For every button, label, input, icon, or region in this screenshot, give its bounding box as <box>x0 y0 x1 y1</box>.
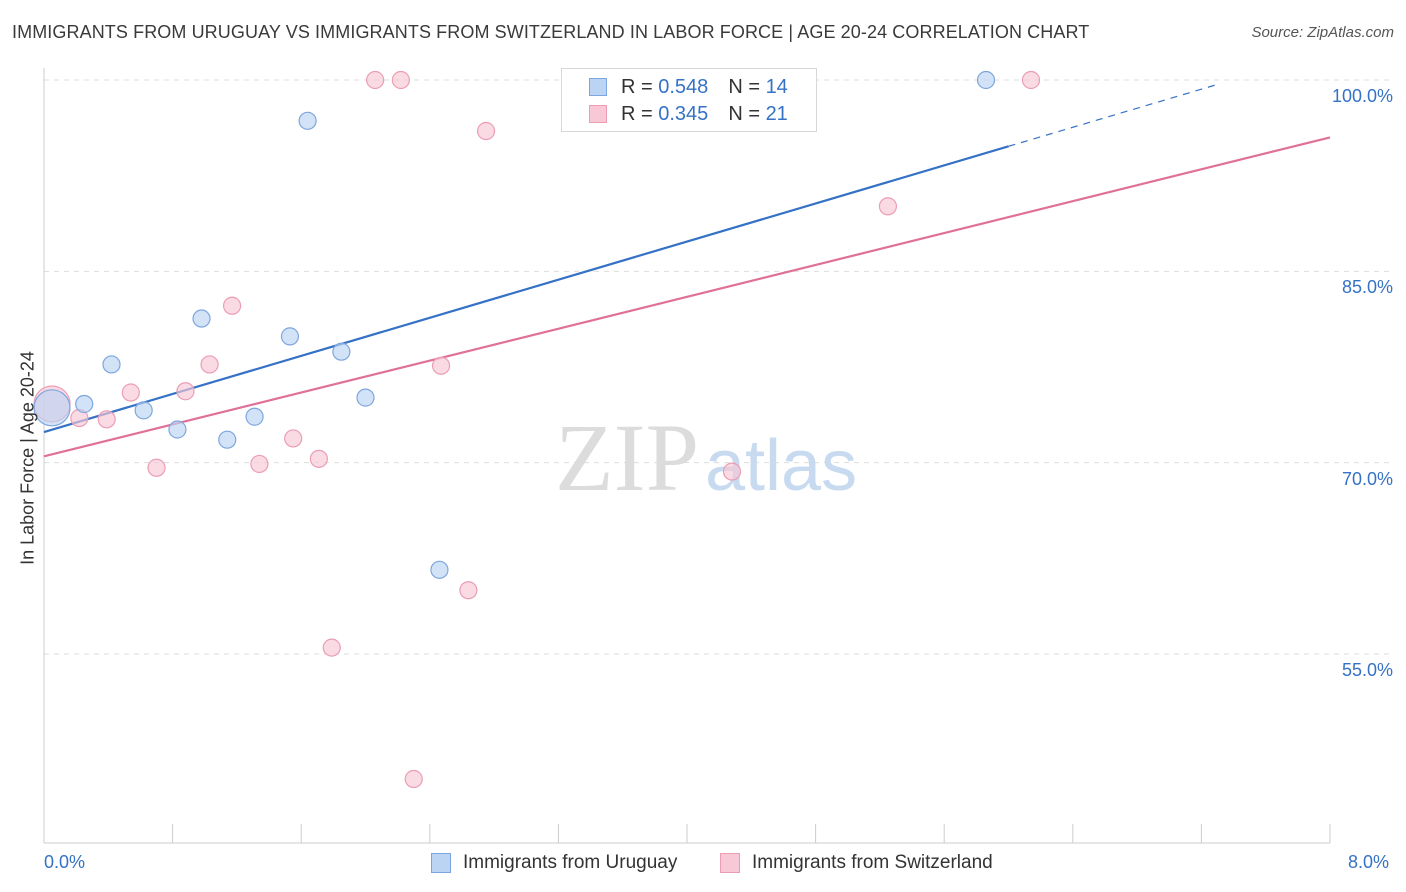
point-uruguay <box>192 309 211 328</box>
source-label: Source: ZipAtlas.com <box>1251 24 1394 41</box>
y-tick-label: 70.0% <box>1341 468 1393 489</box>
legend-r-value-uruguay: 0.548 <box>658 75 709 98</box>
legend-r-label: R = <box>621 75 653 98</box>
point-uruguay <box>430 560 449 579</box>
y-axis-title: In Labor Force | Age 20-24 <box>17 351 38 565</box>
x-tick-label-max: 8.0% <box>1348 852 1390 872</box>
chart-title: IMMIGRANTS FROM URUGUAY VS IMMIGRANTS FR… <box>12 22 1090 42</box>
point-switzerland <box>366 70 385 90</box>
legend: R = 0.548 N = 14 R = 0.345 N = 21 <box>561 68 817 132</box>
y-tick-label: 85.0% <box>1341 277 1393 298</box>
x-tick-label-min: 0.0% <box>44 852 86 872</box>
watermark: ZIP atlas <box>555 404 857 511</box>
data-points <box>33 70 1041 789</box>
y-tick-label: 100.0% <box>1331 86 1393 106</box>
point-uruguay <box>332 342 351 361</box>
bottom-legend-uruguay: Immigrants from Uruguay <box>431 852 677 874</box>
bottom-legend-switzerland: Immigrants from Switzerland <box>720 852 993 874</box>
point-uruguay <box>102 355 121 374</box>
watermark-zip: ZIP <box>555 404 699 511</box>
point-switzerland <box>176 382 195 401</box>
grid-lines <box>44 79 1394 655</box>
point-uruguay <box>218 430 237 449</box>
point-switzerland <box>404 769 423 789</box>
point-switzerland <box>147 458 166 477</box>
point-switzerland <box>722 462 742 481</box>
point-switzerland <box>250 454 269 474</box>
point-switzerland <box>391 70 410 90</box>
point-uruguay <box>298 111 317 130</box>
point-switzerland <box>200 355 219 374</box>
point-switzerland <box>476 121 496 141</box>
point-switzerland <box>322 638 341 657</box>
point-uruguay <box>245 407 264 426</box>
legend-n-value-uruguay: 14 <box>765 75 788 98</box>
legend-r-value-switzerland: 0.345 <box>658 102 709 125</box>
point-uruguay <box>134 401 153 420</box>
legend-row-uruguay: R = 0.548 N = 14 <box>562 73 788 101</box>
point-uruguay <box>976 70 996 90</box>
legend-n-value-switzerland: 21 <box>765 102 788 125</box>
point-switzerland <box>284 429 303 448</box>
bottom-legend-label-switzerland: Immigrants from Switzerland <box>752 852 993 873</box>
point-uruguay <box>33 389 71 427</box>
legend-n-label: N = <box>728 102 760 125</box>
legend-row-switzerland: R = 0.345 N = 21 <box>562 100 788 128</box>
point-switzerland <box>309 449 328 468</box>
bottom-legend-label-uruguay: Immigrants from Uruguay <box>463 852 678 873</box>
bottom-legend-swatch-uruguay <box>431 853 451 873</box>
point-switzerland <box>222 296 242 315</box>
legend-swatch-switzerland <box>589 105 607 123</box>
point-uruguay <box>280 327 300 346</box>
y-tick-label: 55.0% <box>1341 660 1393 680</box>
point-uruguay <box>168 420 187 439</box>
point-switzerland <box>459 581 478 600</box>
point-switzerland <box>121 383 140 402</box>
trend-line-uruguay <box>43 145 1009 434</box>
trend-line-uruguay-extension <box>1008 83 1218 147</box>
legend-r-label: R = <box>621 102 653 125</box>
point-uruguay <box>356 388 375 407</box>
point-switzerland <box>431 356 451 375</box>
point-switzerland <box>97 410 116 429</box>
legend-n-label: N = <box>728 75 760 98</box>
point-uruguay <box>75 394 94 414</box>
legend-swatch-uruguay <box>589 78 607 96</box>
bottom-legend-swatch-switzerland <box>720 853 740 873</box>
point-switzerland <box>878 197 898 216</box>
trend-line-switzerland <box>43 136 1331 458</box>
point-switzerland <box>1021 70 1041 90</box>
trend-lines <box>43 83 1331 458</box>
